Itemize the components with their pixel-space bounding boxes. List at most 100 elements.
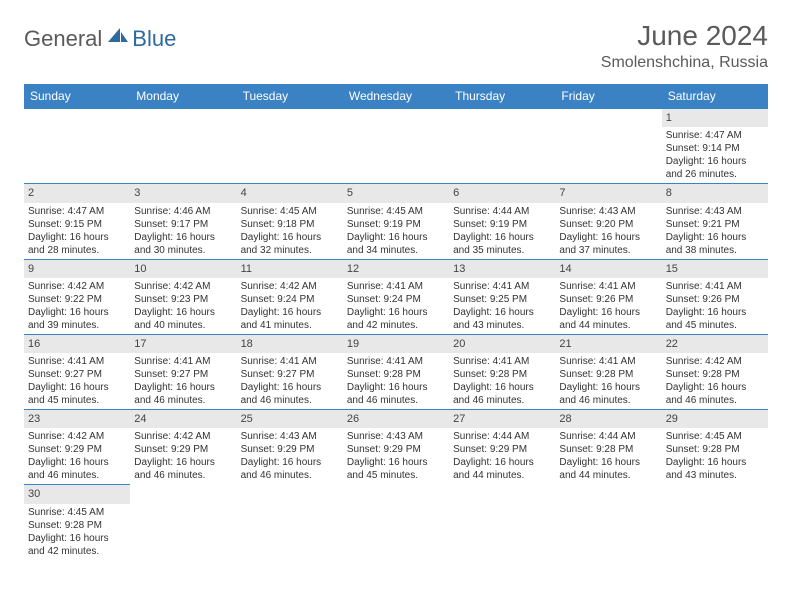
day-detail-line: Sunset: 9:27 PM <box>241 368 339 381</box>
day-detail-line: Sunrise: 4:42 AM <box>28 280 126 293</box>
day-detail-line: and 46 minutes. <box>559 394 657 407</box>
day-detail-line: Sunset: 9:24 PM <box>347 293 445 306</box>
day-detail-line: Daylight: 16 hours <box>666 381 764 394</box>
day-detail-line: Sunrise: 4:41 AM <box>134 355 232 368</box>
day-detail-line: Sunset: 9:14 PM <box>666 142 764 155</box>
day-detail-line: Sunrise: 4:42 AM <box>28 430 126 443</box>
day-detail-line: Daylight: 16 hours <box>559 231 657 244</box>
day-details <box>343 503 449 507</box>
day-detail-line: Sunrise: 4:41 AM <box>559 280 657 293</box>
day-number: 24 <box>130 410 236 428</box>
day-detail-line: Sunset: 9:26 PM <box>559 293 657 306</box>
day-details: Sunrise: 4:41 AMSunset: 9:27 PMDaylight:… <box>237 353 343 409</box>
day-details: Sunrise: 4:44 AMSunset: 9:29 PMDaylight:… <box>449 428 555 484</box>
day-detail-line: Daylight: 16 hours <box>134 456 232 469</box>
day-detail-line: Daylight: 16 hours <box>453 456 551 469</box>
calendar-day-cell: 24Sunrise: 4:42 AMSunset: 9:29 PMDayligh… <box>130 410 236 485</box>
day-detail-line: Sunrise: 4:45 AM <box>28 506 126 519</box>
day-details: Sunrise: 4:41 AMSunset: 9:26 PMDaylight:… <box>555 278 661 334</box>
day-details <box>555 503 661 507</box>
day-detail-line: and 46 minutes. <box>241 469 339 482</box>
day-details <box>130 127 236 131</box>
day-detail-line: and 30 minutes. <box>134 244 232 257</box>
day-detail-line: and 28 minutes. <box>28 244 126 257</box>
day-detail-line: Daylight: 16 hours <box>28 456 126 469</box>
day-detail-line: Daylight: 16 hours <box>241 231 339 244</box>
day-number: 1 <box>662 109 768 127</box>
day-detail-line: and 42 minutes. <box>28 545 126 558</box>
day-detail-line: Daylight: 16 hours <box>347 381 445 394</box>
day-detail-line: and 42 minutes. <box>347 319 445 332</box>
day-number: 12 <box>343 260 449 278</box>
calendar-day-cell: 21Sunrise: 4:41 AMSunset: 9:28 PMDayligh… <box>555 334 661 409</box>
location-text: Smolenshchina, Russia <box>601 54 768 72</box>
day-details: Sunrise: 4:42 AMSunset: 9:23 PMDaylight:… <box>130 278 236 334</box>
day-number: 25 <box>237 410 343 428</box>
day-detail-line: Daylight: 16 hours <box>28 231 126 244</box>
calendar-day-cell <box>555 109 661 184</box>
day-detail-line: Sunrise: 4:41 AM <box>241 355 339 368</box>
weekday-header-row: Sunday Monday Tuesday Wednesday Thursday… <box>24 84 768 109</box>
calendar-day-cell <box>237 109 343 184</box>
day-detail-line: and 37 minutes. <box>559 244 657 257</box>
day-number: 17 <box>130 335 236 353</box>
day-detail-line: and 32 minutes. <box>241 244 339 257</box>
calendar-day-cell: 15Sunrise: 4:41 AMSunset: 9:26 PMDayligh… <box>662 259 768 334</box>
day-detail-line: Sunset: 9:18 PM <box>241 218 339 231</box>
day-number: 21 <box>555 335 661 353</box>
calendar-day-cell: 22Sunrise: 4:42 AMSunset: 9:28 PMDayligh… <box>662 334 768 409</box>
calendar-day-cell: 7Sunrise: 4:43 AMSunset: 9:20 PMDaylight… <box>555 184 661 259</box>
day-details <box>130 503 236 507</box>
day-number: 4 <box>237 184 343 202</box>
day-detail-line: Sunrise: 4:43 AM <box>559 205 657 218</box>
day-detail-line: Daylight: 16 hours <box>134 231 232 244</box>
day-detail-line: Daylight: 16 hours <box>666 231 764 244</box>
day-number: 6 <box>449 184 555 202</box>
day-detail-line: and 26 minutes. <box>666 168 764 181</box>
day-detail-line: Sunset: 9:19 PM <box>453 218 551 231</box>
day-details <box>24 127 130 131</box>
weekday-header: Saturday <box>662 84 768 109</box>
logo: General Blue <box>24 26 176 52</box>
weekday-header: Sunday <box>24 84 130 109</box>
day-number: 7 <box>555 184 661 202</box>
calendar-day-cell: 18Sunrise: 4:41 AMSunset: 9:27 PMDayligh… <box>237 334 343 409</box>
calendar-day-cell <box>343 109 449 184</box>
day-detail-line: Daylight: 16 hours <box>666 306 764 319</box>
day-details <box>237 127 343 131</box>
day-detail-line: Sunset: 9:28 PM <box>347 368 445 381</box>
day-detail-line: Sunset: 9:29 PM <box>453 443 551 456</box>
day-detail-line: Sunrise: 4:42 AM <box>134 430 232 443</box>
calendar-week-row: 16Sunrise: 4:41 AMSunset: 9:27 PMDayligh… <box>24 334 768 409</box>
day-detail-line: Sunrise: 4:46 AM <box>134 205 232 218</box>
day-number: 13 <box>449 260 555 278</box>
day-number: 30 <box>24 485 130 503</box>
calendar-day-cell <box>24 109 130 184</box>
day-detail-line: and 38 minutes. <box>666 244 764 257</box>
day-details: Sunrise: 4:42 AMSunset: 9:29 PMDaylight:… <box>24 428 130 484</box>
day-number: 9 <box>24 260 130 278</box>
day-detail-line: Sunset: 9:29 PM <box>241 443 339 456</box>
day-detail-line: Sunrise: 4:41 AM <box>453 280 551 293</box>
day-detail-line: Daylight: 16 hours <box>666 155 764 168</box>
day-detail-line: Sunset: 9:21 PM <box>666 218 764 231</box>
day-detail-line: Sunset: 9:28 PM <box>559 368 657 381</box>
day-detail-line: Daylight: 16 hours <box>666 456 764 469</box>
day-details: Sunrise: 4:45 AMSunset: 9:28 PMDaylight:… <box>662 428 768 484</box>
day-detail-line: Sunset: 9:28 PM <box>453 368 551 381</box>
day-details: Sunrise: 4:41 AMSunset: 9:28 PMDaylight:… <box>343 353 449 409</box>
day-detail-line: Sunrise: 4:41 AM <box>453 355 551 368</box>
day-number: 8 <box>662 184 768 202</box>
day-number: 18 <box>237 335 343 353</box>
calendar-day-cell: 4Sunrise: 4:45 AMSunset: 9:18 PMDaylight… <box>237 184 343 259</box>
day-number: 22 <box>662 335 768 353</box>
calendar-table: Sunday Monday Tuesday Wednesday Thursday… <box>24 84 768 560</box>
day-detail-line: Sunrise: 4:44 AM <box>453 205 551 218</box>
day-number: 5 <box>343 184 449 202</box>
weekday-header: Wednesday <box>343 84 449 109</box>
calendar-day-cell: 29Sunrise: 4:45 AMSunset: 9:28 PMDayligh… <box>662 410 768 485</box>
day-number: 26 <box>343 410 449 428</box>
day-detail-line: and 46 minutes. <box>453 394 551 407</box>
calendar-day-cell <box>555 485 661 560</box>
day-detail-line: Daylight: 16 hours <box>28 532 126 545</box>
